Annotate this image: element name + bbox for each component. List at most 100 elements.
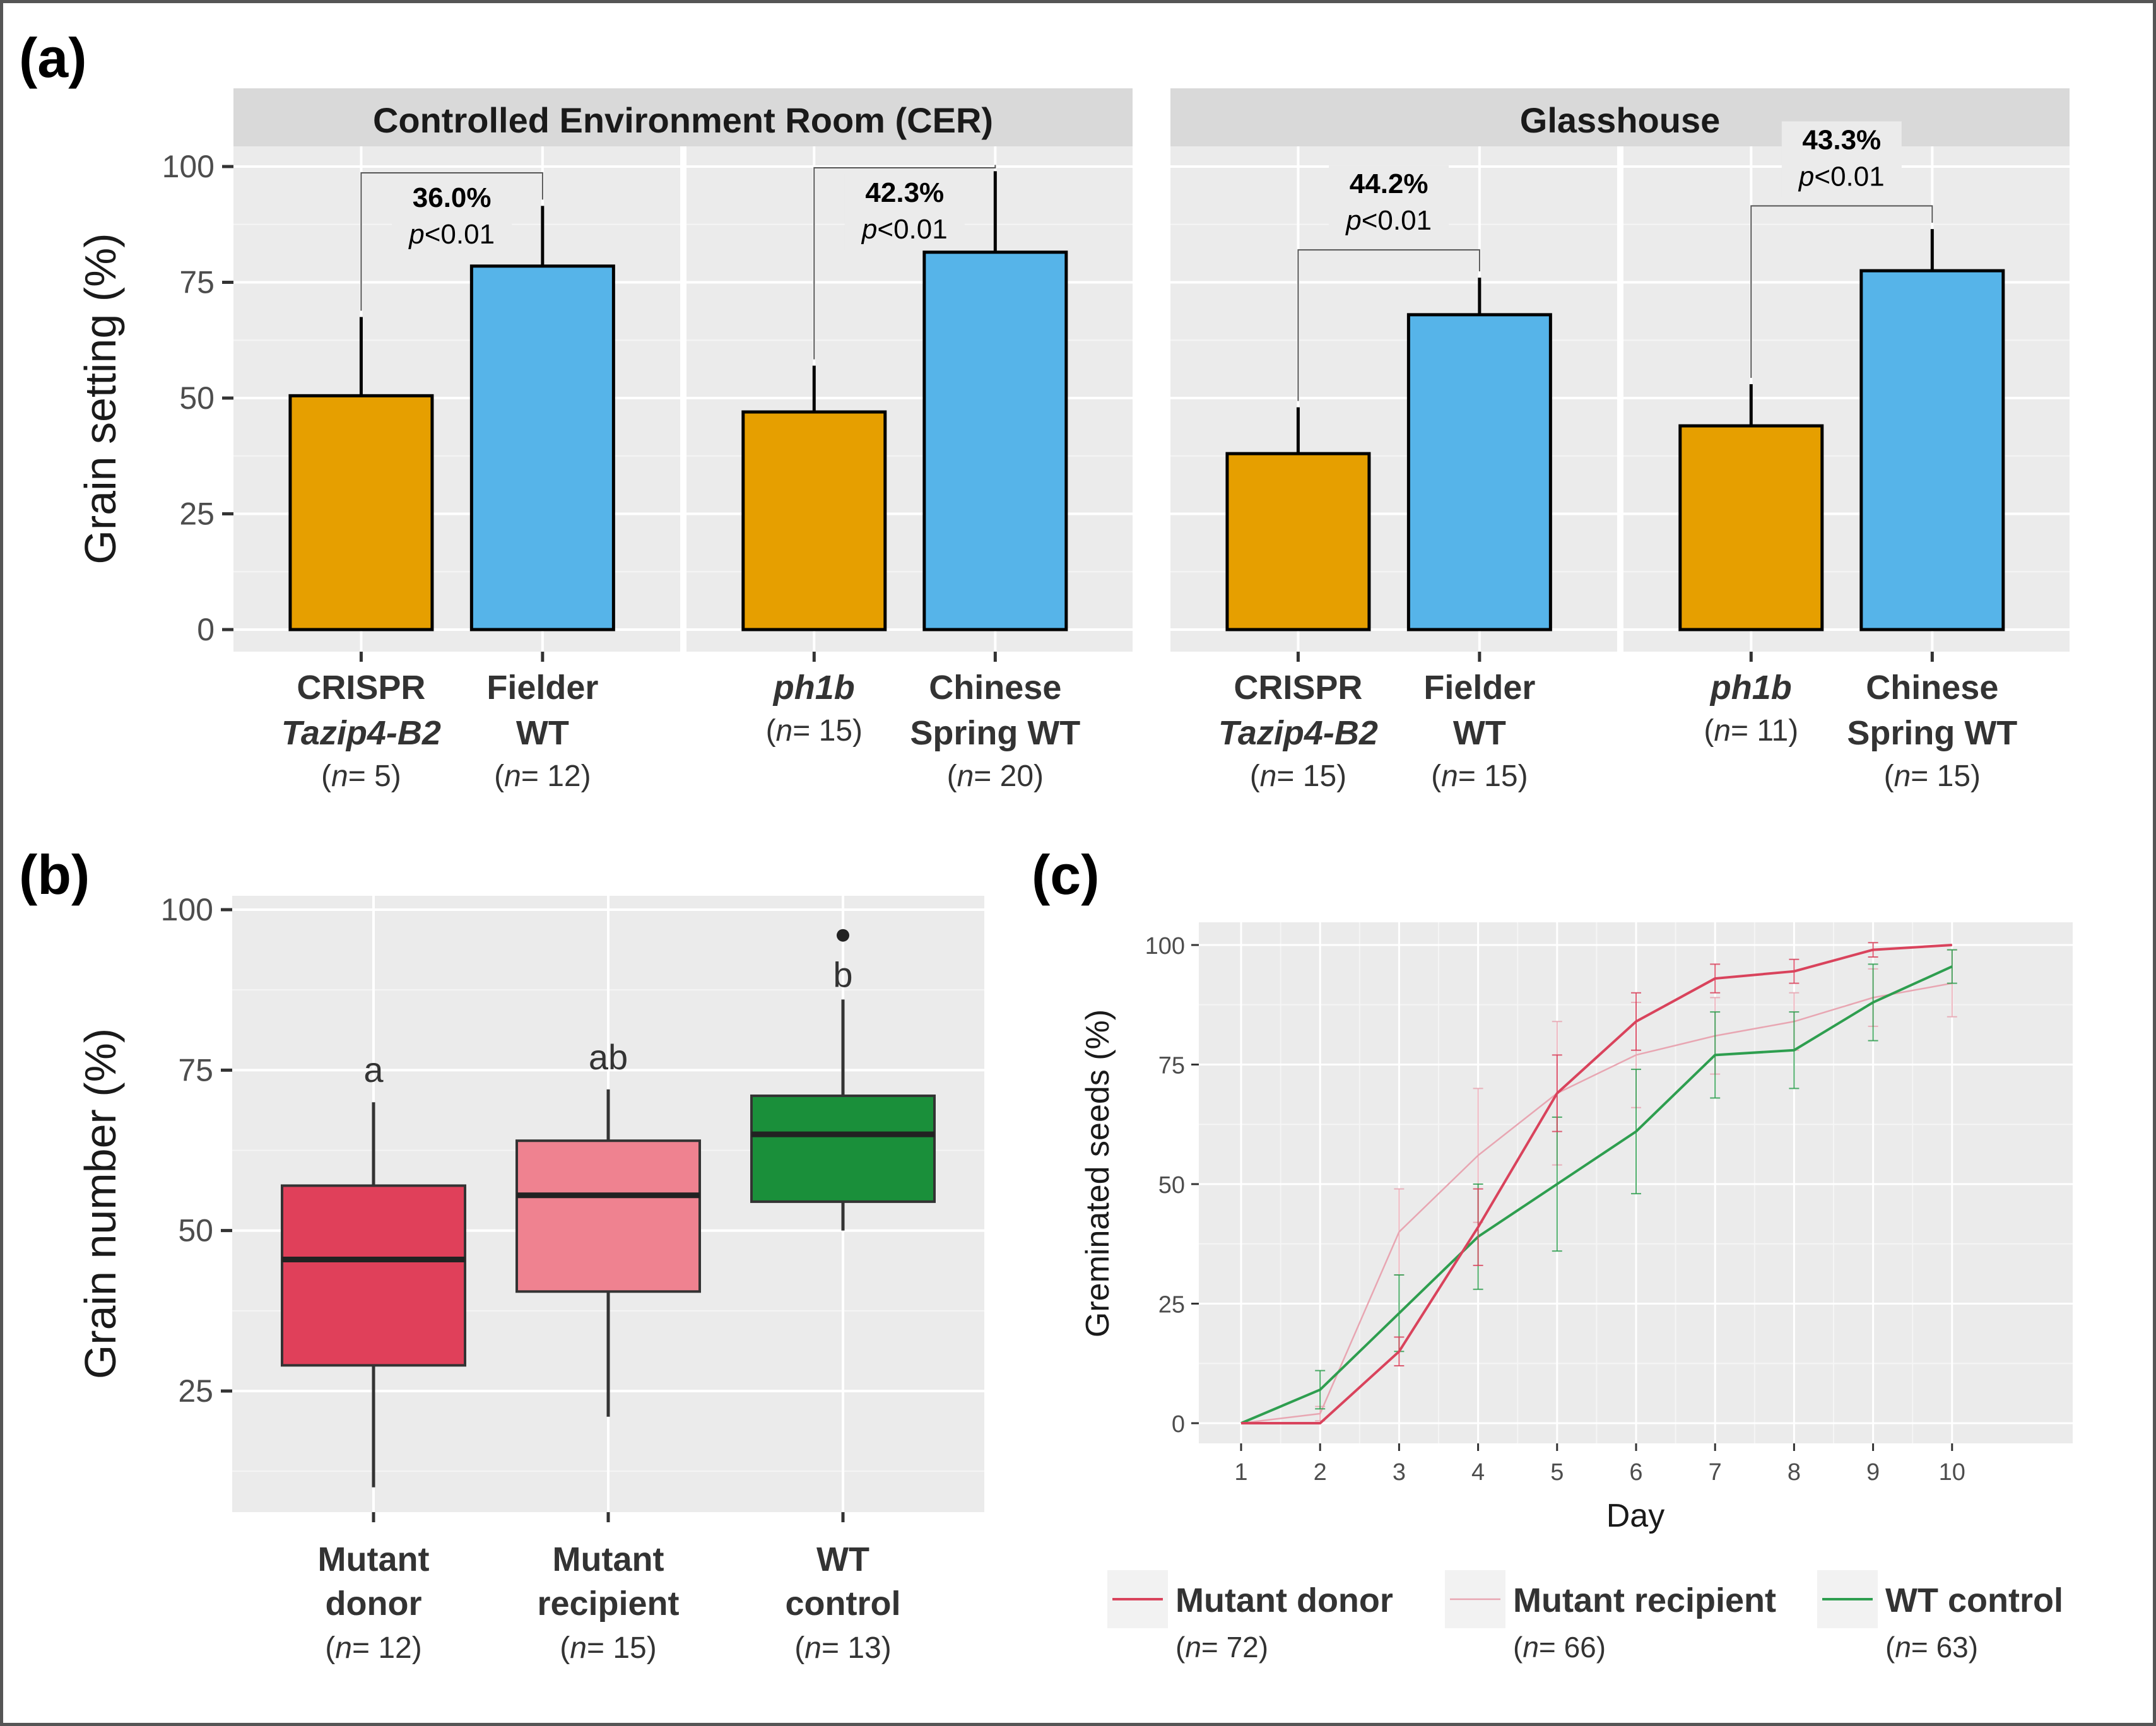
outlier-point xyxy=(837,929,849,942)
n-label-open: ( xyxy=(494,760,504,793)
p-value-label: p<0.01 xyxy=(408,219,495,250)
n-label-count: = 11) xyxy=(1731,714,1798,748)
p-threshold: <0.01 xyxy=(877,214,947,245)
n-label-open: ( xyxy=(794,1631,804,1665)
panel-a-label: (a) xyxy=(19,26,87,89)
n-label-open: ( xyxy=(766,714,776,748)
bar xyxy=(1678,424,1824,631)
x-tick-label: ph1b xyxy=(772,669,855,707)
y-tick-label: 75 xyxy=(179,265,215,300)
x-tick-label: Chinese xyxy=(1866,669,1998,707)
facet-strip xyxy=(233,88,1133,146)
legend-n-label: (n= 63) xyxy=(1885,1631,1978,1664)
n-label-n: n xyxy=(957,760,974,793)
x-tick-label: 8 xyxy=(1788,1459,1801,1486)
n-symbol: n xyxy=(1523,1631,1539,1664)
legend-n-label: (n= 72) xyxy=(1175,1631,1268,1664)
n-label-open: ( xyxy=(1704,714,1714,748)
series-line xyxy=(1240,965,1953,1424)
significance-bracket xyxy=(1750,205,1933,378)
n-symbol: n xyxy=(1185,1631,1201,1664)
y-tick-label: 50 xyxy=(178,1213,213,1248)
n-label-n: n xyxy=(331,760,348,793)
n-open: ( xyxy=(1513,1631,1523,1664)
y-tick-label: 100 xyxy=(1145,933,1185,960)
n-label-n: n xyxy=(1441,760,1458,793)
facet-strip xyxy=(1170,88,2070,146)
n-label: (n= 20) xyxy=(947,760,1044,793)
box xyxy=(750,1095,936,1203)
p-symbol: p xyxy=(1798,161,1814,192)
n-label-n: n xyxy=(335,1631,352,1665)
series-line xyxy=(1241,944,1952,1424)
label-background xyxy=(1781,121,1902,197)
x-tick-label: Mutant xyxy=(553,1541,664,1578)
panel-a: (a) Controlled Environment Room (CER) CRIS… xyxy=(19,26,2070,793)
facet-title: Controlled Environment Room (CER) xyxy=(373,100,993,140)
box xyxy=(515,1139,701,1293)
p-value-label: p<0.01 xyxy=(1798,161,1885,192)
n-label-count: = 15) xyxy=(587,1631,657,1665)
significance-letter: ab xyxy=(589,1037,628,1077)
x-tick-label: Spring WT xyxy=(910,714,1080,752)
significance-bracket xyxy=(360,172,543,311)
y-tick-label: 50 xyxy=(179,380,215,416)
n-open: ( xyxy=(1175,1631,1186,1664)
significance-bracket xyxy=(813,165,996,360)
y-tick-label: 25 xyxy=(1158,1292,1185,1318)
bar xyxy=(922,250,1068,631)
x-tick-label: 5 xyxy=(1550,1459,1564,1486)
p-threshold: <0.01 xyxy=(425,219,495,250)
x-tick-label: 6 xyxy=(1629,1459,1642,1486)
n-label-open: ( xyxy=(947,760,957,793)
n-label-n: n xyxy=(504,760,521,793)
n-label: (n= 5) xyxy=(321,760,401,793)
n-open: ( xyxy=(1885,1631,1895,1664)
legend-n-label: (n= 66) xyxy=(1513,1631,1606,1664)
x-tick-label: Tazip4-B2 xyxy=(281,714,441,752)
x-tick-label: WT xyxy=(516,714,569,752)
y-tick-label: 100 xyxy=(161,892,213,927)
x-tick-label: CRISPR xyxy=(297,669,425,707)
n-label: (n= 12) xyxy=(494,760,591,793)
label-background xyxy=(1329,165,1449,242)
x-tick-label: CRISPR xyxy=(1234,669,1362,707)
n-label-count: = 15) xyxy=(1458,760,1528,793)
y-axis-title: Grain setting (%) xyxy=(76,233,125,564)
significance-letter: a xyxy=(363,1050,384,1089)
x-tick-label: Spring WT xyxy=(1847,714,2017,752)
n-label-n: n xyxy=(1894,760,1911,793)
x-tick-label: Chinese xyxy=(929,669,1061,707)
bar xyxy=(469,264,615,631)
p-threshold: <0.01 xyxy=(1814,161,1884,192)
n-label-count: = 15) xyxy=(1911,760,1981,793)
y-tick-label: 0 xyxy=(197,612,215,647)
n-label-count: = 15) xyxy=(1276,760,1346,793)
n-label-open: ( xyxy=(1431,760,1441,793)
n-label: (n= 15) xyxy=(1250,760,1346,793)
p-value-label: p<0.01 xyxy=(1345,205,1432,236)
x-tick-label: WT xyxy=(1453,714,1506,752)
y-tick-label: 0 xyxy=(1172,1411,1185,1438)
n-label-open: ( xyxy=(1250,760,1260,793)
y-tick-label: 75 xyxy=(1158,1053,1185,1079)
n-label-open: ( xyxy=(560,1631,570,1665)
significance-letter: b xyxy=(833,955,852,995)
legend-label: Mutant donor xyxy=(1175,1582,1393,1619)
bar xyxy=(1225,452,1371,631)
x-tick-label: recipient xyxy=(537,1585,679,1623)
y-tick-label: 50 xyxy=(1158,1172,1185,1199)
n-count: = 63) xyxy=(1911,1631,1978,1664)
x-tick-label: ph1b xyxy=(1709,669,1792,707)
x-tick-label: control xyxy=(786,1585,901,1623)
series-line xyxy=(1240,982,1953,1424)
n-label-count: = 15) xyxy=(792,714,863,748)
significance-bracket xyxy=(1297,249,1480,401)
x-tick-label: Mutant xyxy=(318,1541,430,1578)
bar xyxy=(1406,313,1552,631)
p-symbol: p xyxy=(861,214,877,245)
n-label-n: n xyxy=(570,1631,587,1665)
p-value-label: p<0.01 xyxy=(861,214,948,245)
n-count: = 72) xyxy=(1201,1631,1268,1664)
n-label-n: n xyxy=(804,1631,822,1665)
